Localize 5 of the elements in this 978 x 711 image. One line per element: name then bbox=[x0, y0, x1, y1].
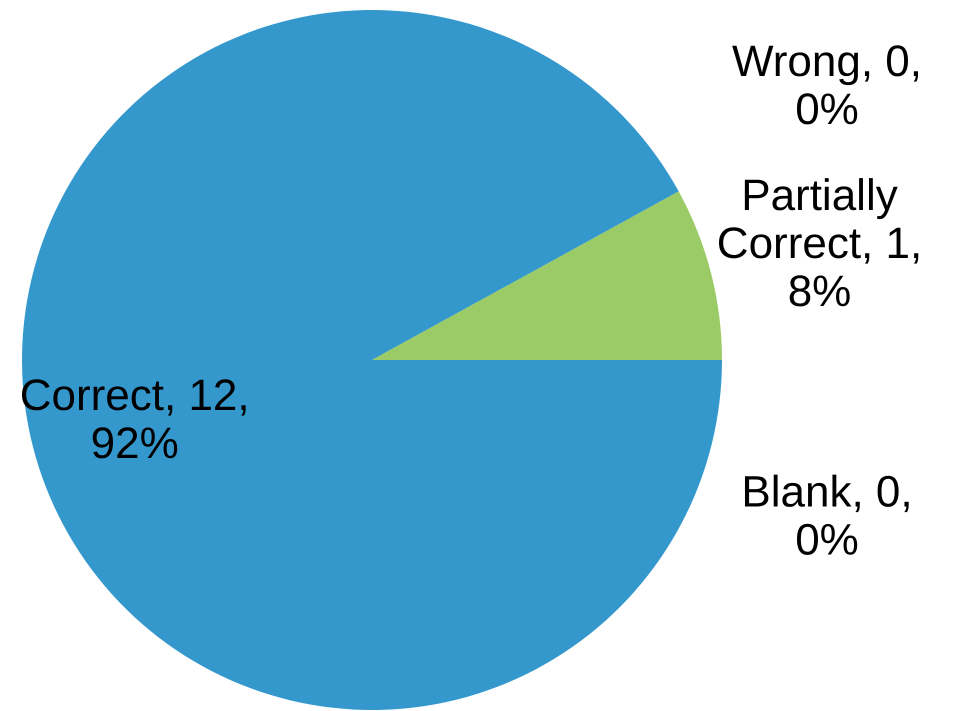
text: 0% bbox=[795, 516, 859, 564]
category-label: Blank, 0, bbox=[741, 468, 913, 516]
slice-label: Partially Correct, 1, 8% bbox=[716, 171, 922, 316]
text: 0% bbox=[795, 85, 859, 134]
category-label: Wrong, 0, bbox=[732, 37, 922, 86]
